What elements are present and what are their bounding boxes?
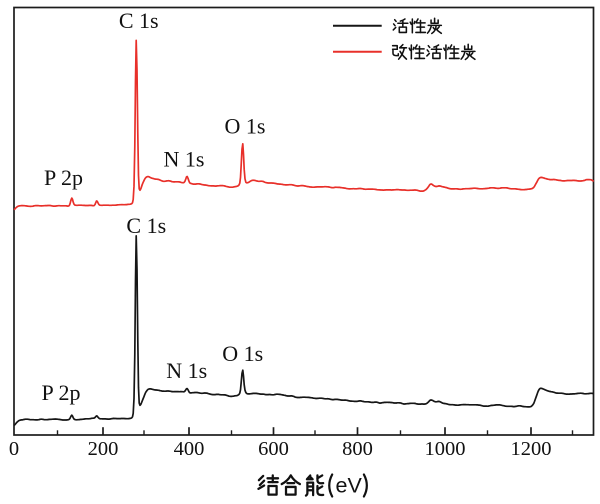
svg-text:C 1s: C 1s bbox=[119, 8, 159, 33]
svg-text:800: 800 bbox=[342, 438, 373, 460]
svg-text:0: 0 bbox=[9, 438, 19, 460]
svg-text:O 1s: O 1s bbox=[225, 114, 266, 139]
svg-text:O 1s: O 1s bbox=[222, 341, 263, 366]
svg-text:C 1s: C 1s bbox=[126, 213, 166, 238]
svg-text:eV: eV bbox=[336, 474, 363, 498]
svg-text:N 1s: N 1s bbox=[166, 358, 207, 383]
svg-text:400: 400 bbox=[174, 438, 205, 460]
svg-text:600: 600 bbox=[258, 438, 289, 460]
svg-text:1200: 1200 bbox=[511, 438, 552, 460]
svg-text:1000: 1000 bbox=[425, 438, 466, 460]
svg-text:200: 200 bbox=[88, 438, 119, 460]
svg-text:P 2p: P 2p bbox=[44, 165, 83, 190]
svg-text:N 1s: N 1s bbox=[164, 147, 205, 172]
svg-text:P 2p: P 2p bbox=[42, 380, 81, 405]
